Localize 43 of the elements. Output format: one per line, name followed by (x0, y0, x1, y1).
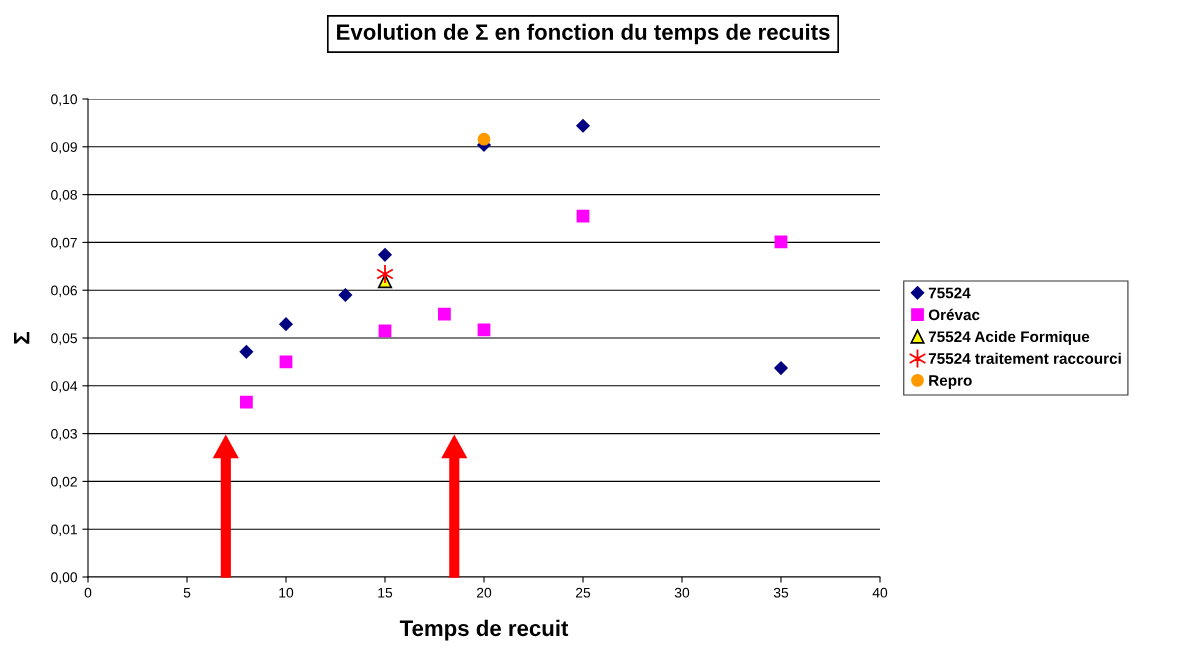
y-tick-label: 0,10 (51, 94, 78, 106)
y-tick-label: 0,01 (51, 524, 77, 537)
x-tick-label: 35 (773, 587, 789, 598)
y-tick-label: 0,07 (51, 237, 77, 250)
point (378, 324, 392, 338)
point (338, 288, 353, 302)
x-tick-label: 20 (476, 587, 492, 598)
point (477, 132, 491, 146)
chart-title: Evolution de Σ en fonction du temps de recuits (337, 23, 830, 45)
point (477, 323, 491, 337)
legend-label: Orévac (928, 308, 980, 321)
y-tick-label: 0,08 (51, 189, 77, 202)
y-tick-label: 0,04 (51, 381, 78, 393)
y-tick-label: 0,05 (51, 333, 77, 345)
point (376, 264, 394, 284)
y-tick-label: 0,09 (51, 142, 77, 154)
y-tick-label: 0,03 (51, 428, 77, 441)
point (279, 317, 293, 331)
point (576, 209, 590, 223)
x-tick-label: 40 (872, 587, 888, 598)
point (774, 235, 788, 249)
y-tick-label: 0,06 (51, 285, 77, 298)
legend-label: 75524 (928, 287, 971, 299)
point (438, 307, 451, 321)
x-tick-label: 5 (183, 587, 191, 598)
y-axis-title: Σ (13, 332, 30, 344)
legend-label: 75524 traitement raccourci (928, 352, 1121, 364)
x-tick-label: 10 (279, 587, 294, 598)
point (240, 395, 253, 409)
x-tick-label: 15 (378, 587, 393, 598)
point (279, 355, 293, 369)
x-axis-title: Temps de recuit (399, 619, 569, 641)
legend-label: 75524 Acide Formique (928, 330, 1090, 346)
point (774, 361, 788, 375)
point (378, 248, 392, 262)
x-tick-label: 30 (674, 587, 690, 598)
y-tick-label: 0,00 (51, 572, 78, 584)
legend-label: Repro (929, 375, 972, 389)
y-tick-label: 0,02 (51, 476, 77, 489)
point (239, 345, 254, 359)
x-tick-label: 25 (575, 587, 591, 598)
point (576, 119, 590, 133)
x-tick-label: 0 (84, 587, 92, 598)
